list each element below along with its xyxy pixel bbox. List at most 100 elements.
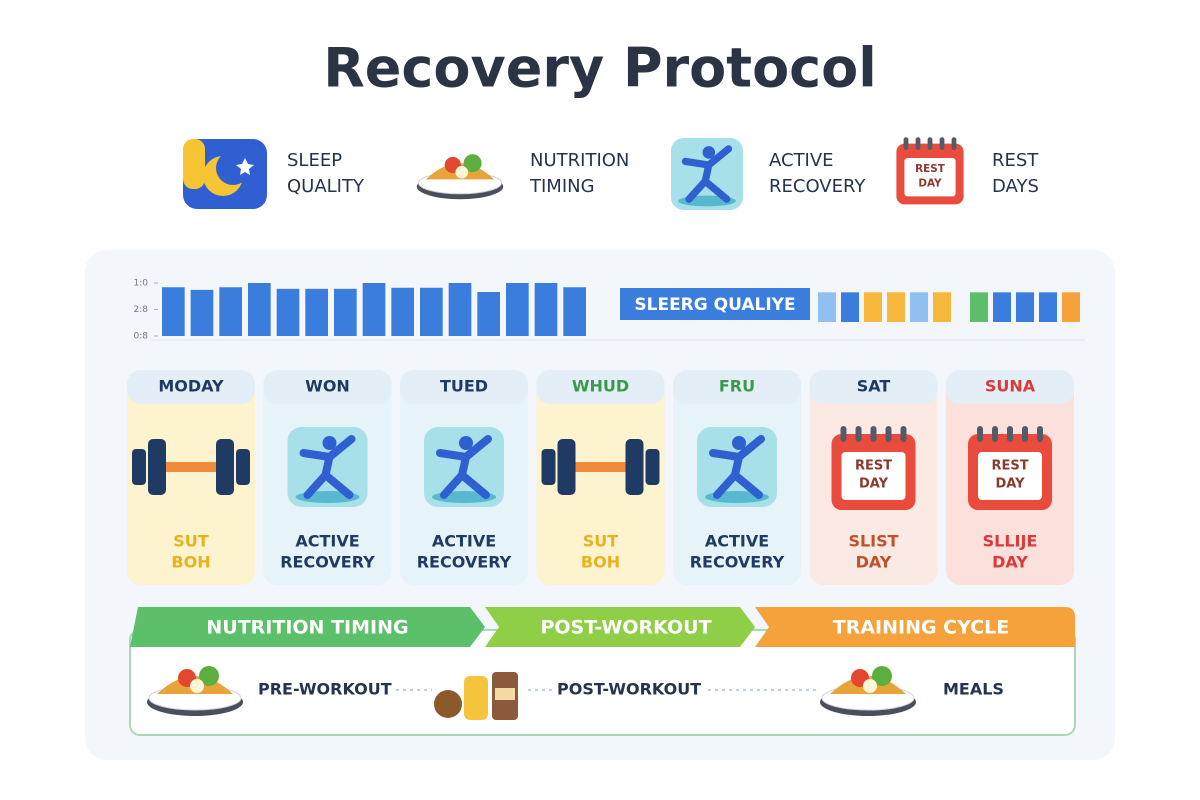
banner-text: NUTRITION TIMING	[206, 617, 408, 639]
legend-label: ACTIVE	[769, 150, 834, 171]
mini-bar	[1016, 292, 1034, 322]
ring	[1007, 426, 1013, 442]
calendar-text: DAY	[859, 477, 889, 492]
head	[732, 436, 746, 450]
mini-bar	[933, 292, 951, 322]
banner	[485, 607, 755, 647]
y-tick-label: 1:0	[134, 279, 149, 289]
bar	[560, 462, 641, 472]
mini-bar	[864, 292, 882, 322]
y-tick-label: 0:8	[134, 332, 149, 342]
y-tick-label: 2:8	[134, 305, 149, 315]
head	[322, 436, 337, 450]
day-label: ACTIVE	[705, 532, 769, 551]
calendar-page	[841, 452, 906, 500]
mini-bar	[910, 292, 928, 322]
greens	[463, 154, 482, 173]
timeline-label: POST-WORKOUT	[557, 680, 701, 699]
plate	[645, 449, 660, 485]
bar	[563, 287, 586, 336]
bar	[362, 283, 386, 336]
plate	[557, 439, 576, 495]
bar	[248, 283, 271, 336]
calendar-text: REST	[915, 163, 946, 175]
ring	[951, 137, 957, 150]
ring	[927, 137, 933, 150]
plate	[236, 449, 250, 485]
timeline-label: PRE-WORKOUT	[258, 680, 392, 699]
mini-bar	[818, 292, 836, 322]
ring	[915, 137, 921, 150]
legend-label: RECOVERY	[769, 176, 866, 197]
mini-bar	[887, 292, 905, 322]
day-name: TUED	[440, 377, 488, 396]
day-name: WHUD	[572, 377, 629, 396]
body	[709, 435, 765, 499]
moon-cut	[216, 151, 250, 185]
calendar-page	[978, 452, 1042, 500]
day-label: ACTIVE	[432, 532, 496, 551]
title: Recovery Protocol	[323, 37, 877, 100]
bar	[448, 283, 472, 336]
legend-label: SLEEP	[287, 150, 342, 171]
day-label: SLLIJE	[983, 532, 1038, 551]
legend-label: DAYS	[992, 176, 1039, 197]
bar	[534, 283, 558, 336]
day-name: SAT	[857, 377, 891, 396]
legend-label: NUTRITION	[530, 150, 629, 171]
label-box	[620, 288, 810, 320]
day-card	[127, 370, 255, 585]
plate	[625, 439, 644, 495]
greens	[199, 666, 219, 686]
day-label: BOH	[581, 553, 620, 572]
bar	[477, 292, 500, 336]
day-card	[536, 370, 665, 585]
legend-label: TIMING	[529, 176, 595, 197]
day-label: SUT	[173, 532, 209, 551]
day-header	[946, 370, 1074, 404]
bar	[151, 462, 231, 472]
calendar-text: DAY	[918, 178, 942, 190]
day-label: DAY	[992, 553, 1028, 572]
body	[299, 435, 356, 499]
day-label: BOH	[171, 553, 210, 572]
chart-label: SLEERG QUALIYE	[634, 295, 795, 315]
egg	[455, 165, 469, 179]
ring	[840, 426, 847, 442]
plate	[148, 439, 166, 495]
bar	[162, 287, 185, 336]
plate	[216, 439, 234, 495]
bar	[391, 287, 414, 336]
day-header	[127, 370, 255, 404]
day-header	[536, 370, 665, 404]
day-header	[673, 370, 801, 404]
calendar-page	[904, 158, 956, 197]
banner-text: TRAINING CYCLE	[833, 617, 1010, 639]
day-label: SLIST	[848, 532, 898, 551]
plate	[541, 449, 556, 485]
head	[702, 146, 716, 159]
mini-bar	[1062, 292, 1080, 322]
plate	[132, 449, 146, 485]
day-header	[400, 370, 528, 404]
day-name: MODAY	[158, 377, 224, 396]
egg	[190, 679, 204, 693]
mini-bar	[970, 292, 988, 322]
day-name: FRU	[719, 377, 755, 396]
banner	[130, 607, 485, 647]
day-label: ACTIVE	[295, 532, 359, 551]
ring	[1037, 426, 1043, 442]
greens	[872, 666, 892, 686]
day-label: RECOVERY	[690, 553, 785, 572]
bar	[305, 288, 328, 336]
day-label: SUT	[583, 532, 619, 551]
body	[681, 145, 733, 203]
juice	[464, 676, 488, 720]
ring	[939, 137, 945, 150]
icon-accent	[183, 139, 205, 189]
bar	[334, 288, 357, 336]
bar	[190, 289, 214, 336]
bar	[276, 288, 300, 336]
